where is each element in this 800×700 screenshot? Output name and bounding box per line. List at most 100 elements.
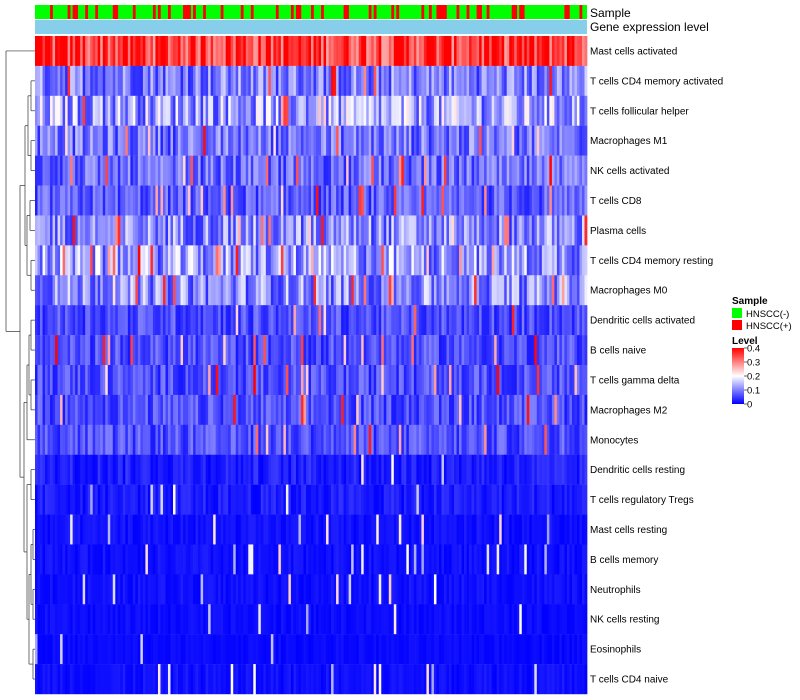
heatmap-cell xyxy=(546,245,550,276)
heatmap-cell xyxy=(476,335,480,366)
heatmap-cell xyxy=(318,424,322,455)
heatmap-cell xyxy=(193,394,196,426)
heatmap-cell xyxy=(428,305,432,336)
heatmap-cell xyxy=(57,275,61,306)
heatmap-cell xyxy=(65,454,68,485)
heatmap-cell xyxy=(318,215,322,246)
heatmap-cell xyxy=(386,125,390,156)
heatmap-cell xyxy=(308,664,312,695)
heatmap-cell xyxy=(185,514,189,545)
heatmap-cell xyxy=(441,125,445,156)
heatmap-cell xyxy=(160,365,164,396)
heatmap-cell xyxy=(338,36,342,67)
heatmap-cell xyxy=(454,365,457,396)
heatmap-cell xyxy=(496,424,500,455)
heatmap-cell xyxy=(501,305,505,336)
heatmap-cell xyxy=(401,544,405,575)
heatmap-cell xyxy=(454,155,457,186)
heatmap-cell xyxy=(333,95,337,126)
heatmap-cell xyxy=(411,664,415,695)
heatmap-cell xyxy=(238,155,242,186)
heatmap-cell xyxy=(183,514,186,545)
heatmap-cell xyxy=(351,95,355,126)
heatmap-cell xyxy=(333,574,337,605)
heatmap-cell xyxy=(40,185,43,216)
heatmap-cell xyxy=(120,394,124,426)
heatmap-cell xyxy=(516,185,520,216)
heatmap-cell xyxy=(210,424,214,455)
heatmap-cell xyxy=(433,424,437,455)
heatmap-cell xyxy=(469,335,472,366)
heatmap-cell xyxy=(72,634,76,665)
heatmap-cell xyxy=(376,664,380,695)
heatmap-cell xyxy=(438,664,442,695)
heatmap-cell xyxy=(145,36,149,67)
heatmap-cell xyxy=(336,604,339,635)
heatmap-cell xyxy=(198,36,201,67)
heatmap-cell xyxy=(411,454,415,485)
heatmap-cell xyxy=(393,125,397,156)
heatmap-cell xyxy=(65,155,68,186)
heatmap-cell xyxy=(62,125,66,156)
heatmap-cell xyxy=(55,125,58,156)
heatmap-cell xyxy=(268,335,272,366)
heatmap-cell xyxy=(290,484,294,515)
heatmap-cell xyxy=(436,95,440,126)
heatmap-cell xyxy=(413,305,417,336)
heatmap-cell xyxy=(556,514,560,545)
heatmap-cell xyxy=(391,484,395,515)
heatmap-cell xyxy=(35,604,38,635)
heatmap-cell xyxy=(506,484,510,515)
heatmap-cell xyxy=(35,65,38,97)
heatmap-cell xyxy=(265,454,269,485)
heatmap-cell xyxy=(137,484,141,515)
heatmap-cell xyxy=(459,95,462,126)
heatmap-cell xyxy=(431,514,435,545)
heatmap-cell xyxy=(142,514,146,545)
heatmap-cell xyxy=(167,484,171,515)
heatmap-cell xyxy=(100,424,104,455)
heatmap-cell xyxy=(564,424,568,455)
heatmap-cell xyxy=(423,155,427,186)
heatmap-cell xyxy=(408,335,412,366)
heatmap-cell xyxy=(50,185,53,216)
heatmap-cell xyxy=(536,95,540,126)
heatmap-cell xyxy=(421,664,425,695)
heatmap-cell xyxy=(162,514,166,545)
heatmap-cell xyxy=(285,664,289,695)
heatmap-cell xyxy=(152,215,156,246)
heatmap-cell xyxy=(155,574,159,605)
heatmap-cell xyxy=(318,335,322,366)
heatmap-cell xyxy=(454,275,457,306)
heatmap-cell xyxy=(110,514,114,545)
heatmap-cell xyxy=(188,275,191,306)
heatmap-cell xyxy=(240,574,244,605)
heatmap-cell xyxy=(250,305,254,336)
heatmap-cell xyxy=(519,215,523,246)
heatmap-cell xyxy=(534,275,538,306)
heatmap-cell xyxy=(386,185,390,216)
heatmap-cell xyxy=(60,155,63,186)
heatmap-cell xyxy=(185,185,189,216)
heatmap-cell xyxy=(331,36,334,67)
heatmap-cell xyxy=(323,454,327,485)
heatmap-cell xyxy=(489,275,493,306)
heatmap-cell xyxy=(491,95,495,126)
heatmap-cell xyxy=(431,604,435,635)
heatmap-cell xyxy=(62,155,66,186)
heatmap-cell xyxy=(87,305,91,336)
heatmap-cell xyxy=(371,305,375,336)
heatmap-cell xyxy=(162,574,166,605)
heatmap-cell xyxy=(40,245,43,276)
heatmap-cell xyxy=(275,185,279,216)
heatmap-cell xyxy=(90,664,94,695)
heatmap-cell xyxy=(469,514,472,545)
heatmap-cell xyxy=(506,95,510,126)
heatmap-cell xyxy=(489,484,493,515)
heatmap-cell xyxy=(278,604,282,635)
heatmap-cell xyxy=(275,424,279,455)
heatmap-cell xyxy=(155,424,159,455)
heatmap-cell xyxy=(343,634,347,665)
heatmap-cell xyxy=(218,394,222,426)
heatmap-cell xyxy=(173,484,176,515)
